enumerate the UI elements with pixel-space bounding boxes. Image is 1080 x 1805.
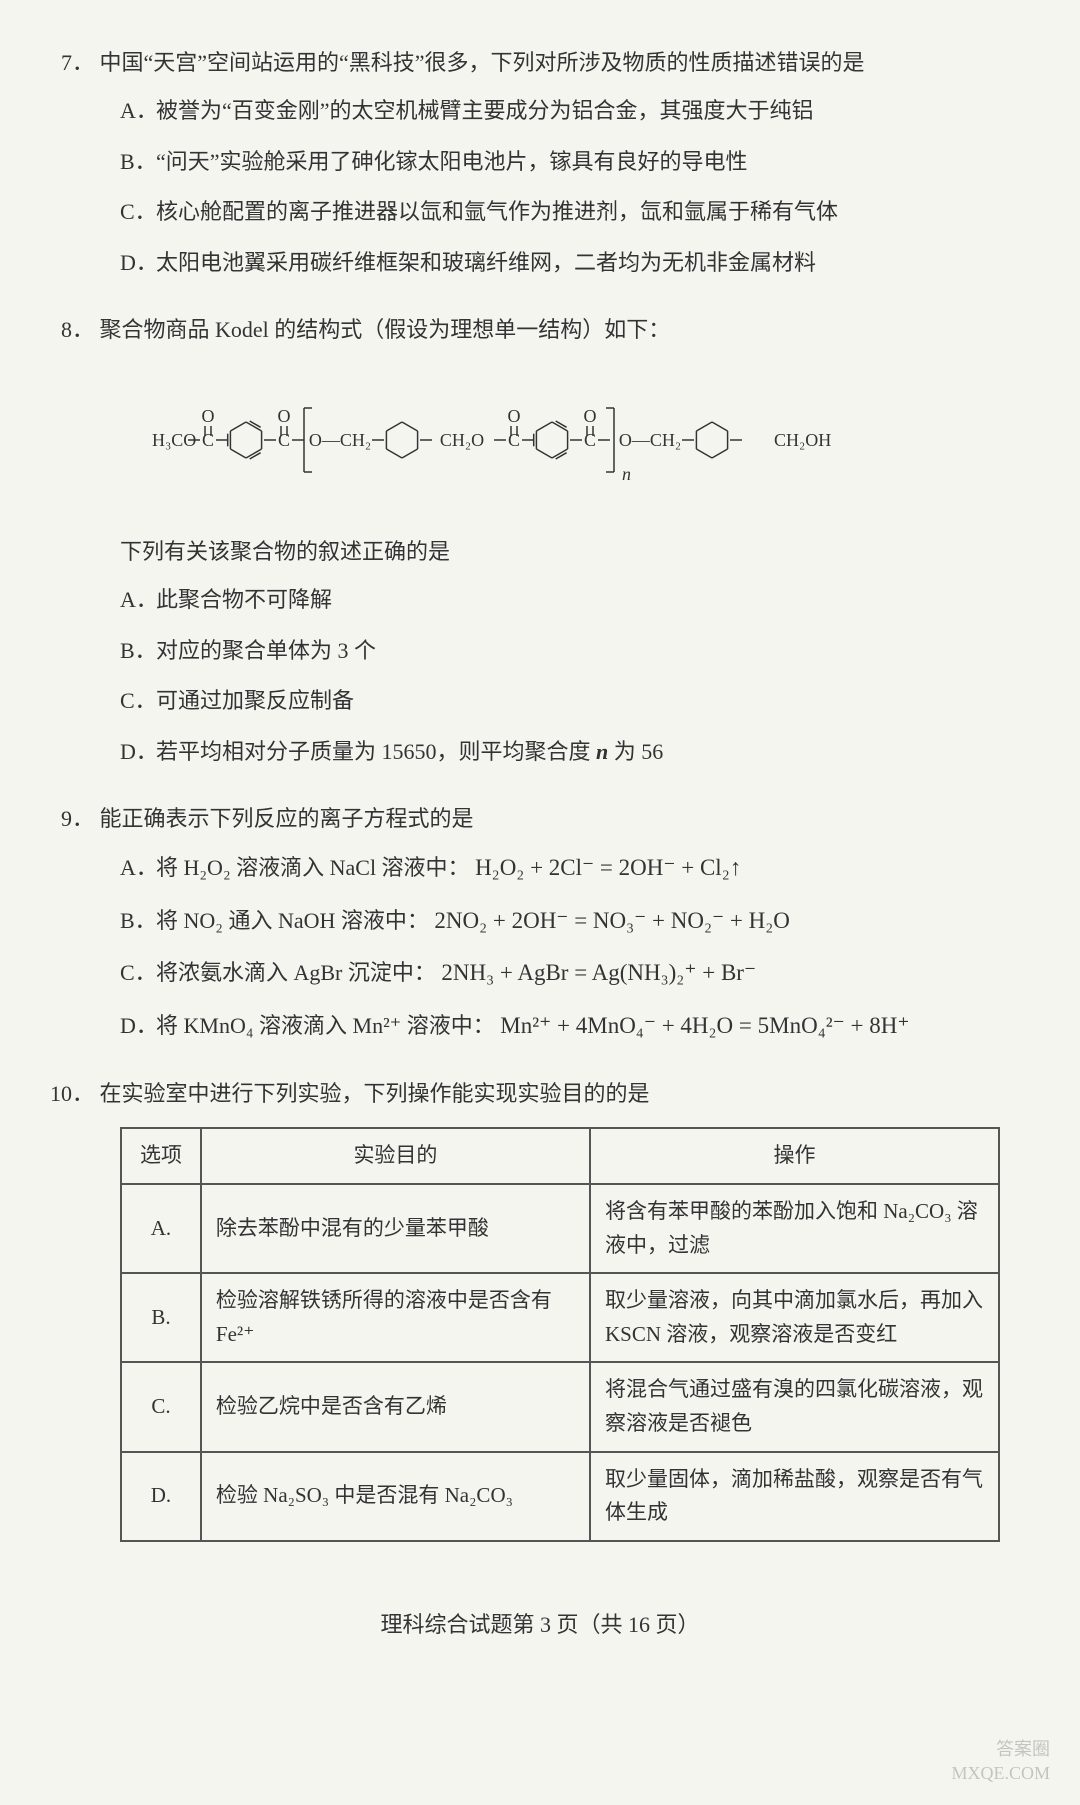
- opt-label: C．: [120, 676, 156, 727]
- q9-option-b: B．将 NO₂ 通入 NaOH 溶液中： 2NO₂ + 2OH⁻ = NO₃⁻ …: [50, 895, 1030, 948]
- watermark: 答案圈 MXQE.COM: [951, 1738, 1050, 1785]
- equation: 2NH₃ + AgBr = Ag(NH₃)₂⁺ + Br⁻: [441, 960, 756, 985]
- svg-text:O: O: [584, 406, 597, 426]
- table-header: 选项: [121, 1128, 201, 1184]
- polymer-structure-svg: H₃COCOCOO—CH₂CH₂OCOCOnO—CH₂CH₂OH: [120, 373, 1080, 493]
- table-row: D.检验 Na₂SO₃ 中是否混有 Na₂CO₃取少量固体，滴加稀盐酸，观察是否…: [121, 1452, 999, 1541]
- table-cell: 检验溶解铁锈所得的溶液中是否含有 Fe²⁺: [201, 1273, 590, 1362]
- svg-text:CH₂OH: CH₂OH: [774, 430, 831, 450]
- table-cell: 除去苯酚中混有的少量苯甲酸: [201, 1184, 590, 1273]
- q7-option-c: C．核心舱配置的离子推进器以氙和氩气作为推进剂，氙和氩属于稀有气体: [50, 187, 1030, 238]
- q10-stem: 在实验室中进行下列实验，下列操作能实现实验目的的是: [100, 1071, 1020, 1117]
- svg-text:C: C: [278, 430, 290, 450]
- svg-text:O—CH₂: O—CH₂: [309, 430, 371, 450]
- opt-label: A．: [120, 575, 156, 626]
- q8-substem: 下列有关该聚合物的叙述正确的是: [50, 529, 1030, 575]
- q8-option-b: B．对应的聚合单体为 3 个: [50, 626, 1030, 677]
- opt-label: B．: [120, 137, 156, 188]
- table-row: B.检验溶解铁锈所得的溶液中是否含有 Fe²⁺取少量溶液，向其中滴加氯水后，再加…: [121, 1273, 999, 1362]
- opt-label: A．: [120, 86, 156, 137]
- experiment-table: 选项实验目的操作 A.除去苯酚中混有的少量苯甲酸将含有苯甲酸的苯酚加入饱和 Na…: [120, 1127, 1000, 1541]
- q10-number: 10．: [50, 1071, 94, 1117]
- table-cell: A.: [121, 1184, 201, 1273]
- opt-label: D．: [120, 1001, 156, 1052]
- opt-text: 将 NO₂ 通入 NaOH 溶液中：: [156, 908, 429, 933]
- table-row: C.检验乙烷中是否含有乙烯将混合气通过盛有溴的四氯化碳溶液，观察溶液是否褪色: [121, 1362, 999, 1451]
- q9-stem: 能正确表示下列反应的离子方程式的是: [100, 796, 1020, 842]
- opt-text: 将 KMnO₄ 溶液滴入 Mn²⁺ 溶液中：: [156, 1013, 495, 1038]
- equation: H₂O₂ + 2Cl⁻ = 2OH⁻ + Cl₂↑: [475, 855, 741, 880]
- page-footer: 理科综合试题第 3 页（共 16 页）: [50, 1602, 1030, 1648]
- table-cell: D.: [121, 1452, 201, 1541]
- q8-stem: 聚合物商品 Kodel 的结构式（假设为理想单一结构）如下：: [100, 307, 1020, 353]
- q8-option-a: A．此聚合物不可降解: [50, 575, 1030, 626]
- opt-label: B．: [120, 626, 156, 677]
- q7-option-d: D．太阳电池翼采用碳纤维框架和玻璃纤维网，二者均为无机非金属材料: [50, 238, 1030, 289]
- opt-text: 可通过加聚反应制备: [156, 688, 354, 713]
- table-cell: 检验乙烷中是否含有乙烯: [201, 1362, 590, 1451]
- svg-text:O—CH₂: O—CH₂: [619, 430, 681, 450]
- opt-label: D．: [120, 727, 156, 778]
- q8-option-c: C．可通过加聚反应制备: [50, 676, 1030, 727]
- table-cell: 将混合气通过盛有溴的四氯化碳溶液，观察溶液是否褪色: [590, 1362, 999, 1451]
- svg-text:O: O: [278, 406, 291, 426]
- opt-text: “问天”实验舱采用了砷化镓太阳电池片，镓具有良好的导电性: [156, 149, 748, 174]
- svg-text:O: O: [202, 406, 215, 426]
- opt-label: C．: [120, 187, 156, 238]
- q7-option-a: A．被誉为“百变金刚”的太空机械臂主要成分为铝合金，其强度大于纯铝: [50, 86, 1030, 137]
- opt-label: D．: [120, 238, 156, 289]
- q9-option-d: D．将 KMnO₄ 溶液滴入 Mn²⁺ 溶液中： Mn²⁺ + 4MnO₄⁻ +…: [50, 1000, 1030, 1053]
- q7-option-b: B．“问天”实验舱采用了砷化镓太阳电池片，镓具有良好的导电性: [50, 137, 1030, 188]
- opt-text: 被誉为“百变金刚”的太空机械臂主要成分为铝合金，其强度大于纯铝: [156, 98, 814, 123]
- opt-text: 将 H₂O₂ 溶液滴入 NaCl 溶液中：: [156, 855, 470, 880]
- var-n: n: [596, 739, 608, 764]
- opt-text: 此聚合物不可降解: [156, 587, 332, 612]
- svg-text:C: C: [508, 430, 520, 450]
- svg-text:C: C: [202, 430, 214, 450]
- watermark-line2: MXQE.COM: [951, 1762, 1050, 1785]
- q8-number: 8．: [50, 307, 94, 353]
- question-9: 9． 能正确表示下列反应的离子方程式的是 A．将 H₂O₂ 溶液滴入 NaCl …: [50, 796, 1030, 1054]
- q8-option-d: D．若平均相对分子质量为 15650，则平均聚合度 n 为 56: [50, 727, 1030, 778]
- table-row: A.除去苯酚中混有的少量苯甲酸将含有苯甲酸的苯酚加入饱和 Na₂CO₃ 溶液中，…: [121, 1184, 999, 1273]
- question-8: 8． 聚合物商品 Kodel 的结构式（假设为理想单一结构）如下： H₃COCO…: [50, 307, 1030, 778]
- opt-text: 太阳电池翼采用碳纤维框架和玻璃纤维网，二者均为无机非金属材料: [156, 250, 816, 275]
- opt-text-suffix: 为 56: [608, 739, 663, 764]
- table-header: 实验目的: [201, 1128, 590, 1184]
- opt-text: 将浓氨水滴入 AgBr 沉淀中：: [156, 960, 436, 985]
- table-cell: 取少量固体，滴加稀盐酸，观察是否有气体生成: [590, 1452, 999, 1541]
- watermark-line1: 答案圈: [951, 1738, 1050, 1761]
- svg-text:C: C: [584, 430, 596, 450]
- opt-text: 若平均相对分子质量为 15650，则平均聚合度: [156, 739, 596, 764]
- question-7: 7． 中国“天宫”空间站运用的“黑科技”很多，下列对所涉及物质的性质描述错误的是…: [50, 40, 1030, 289]
- opt-label: B．: [120, 896, 156, 947]
- table-cell: 检验 Na₂SO₃ 中是否混有 Na₂CO₃: [201, 1452, 590, 1541]
- question-10: 10． 在实验室中进行下列实验，下列操作能实现实验目的的是 选项实验目的操作 A…: [50, 1071, 1030, 1542]
- q9-option-a: A．将 H₂O₂ 溶液滴入 NaCl 溶液中： H₂O₂ + 2Cl⁻ = 2O…: [50, 842, 1030, 895]
- svg-text:CH₂O: CH₂O: [440, 430, 484, 450]
- q7-stem: 中国“天宫”空间站运用的“黑科技”很多，下列对所涉及物质的性质描述错误的是: [100, 40, 1020, 86]
- opt-text: 对应的聚合单体为 3 个: [156, 638, 376, 663]
- opt-text: 核心舱配置的离子推进器以氙和氩气作为推进剂，氙和氩属于稀有气体: [156, 199, 838, 224]
- q9-option-c: C．将浓氨水滴入 AgBr 沉淀中： 2NH₃ + AgBr = Ag(NH₃)…: [50, 947, 1030, 1000]
- table-cell: 取少量溶液，向其中滴加氯水后，再加入 KSCN 溶液，观察溶液是否变红: [590, 1273, 999, 1362]
- table-cell: 将含有苯甲酸的苯酚加入饱和 Na₂CO₃ 溶液中，过滤: [590, 1184, 999, 1273]
- q8-structure: H₃COCOCOO—CH₂CH₂OCOCOnO—CH₂CH₂OH: [50, 353, 1030, 529]
- opt-label: A．: [120, 843, 156, 894]
- equation: 2NO₂ + 2OH⁻ = NO₃⁻ + NO₂⁻ + H₂O: [434, 908, 789, 933]
- q7-number: 7．: [50, 40, 94, 86]
- svg-text:n: n: [622, 464, 631, 484]
- table-cell: C.: [121, 1362, 201, 1451]
- equation: Mn²⁺ + 4MnO₄⁻ + 4H₂O = 5MnO₄²⁻ + 8H⁺: [500, 1013, 909, 1038]
- table-cell: B.: [121, 1273, 201, 1362]
- opt-label: C．: [120, 948, 156, 999]
- svg-text:O: O: [508, 406, 521, 426]
- q9-number: 9．: [50, 796, 94, 842]
- table-header: 操作: [590, 1128, 999, 1184]
